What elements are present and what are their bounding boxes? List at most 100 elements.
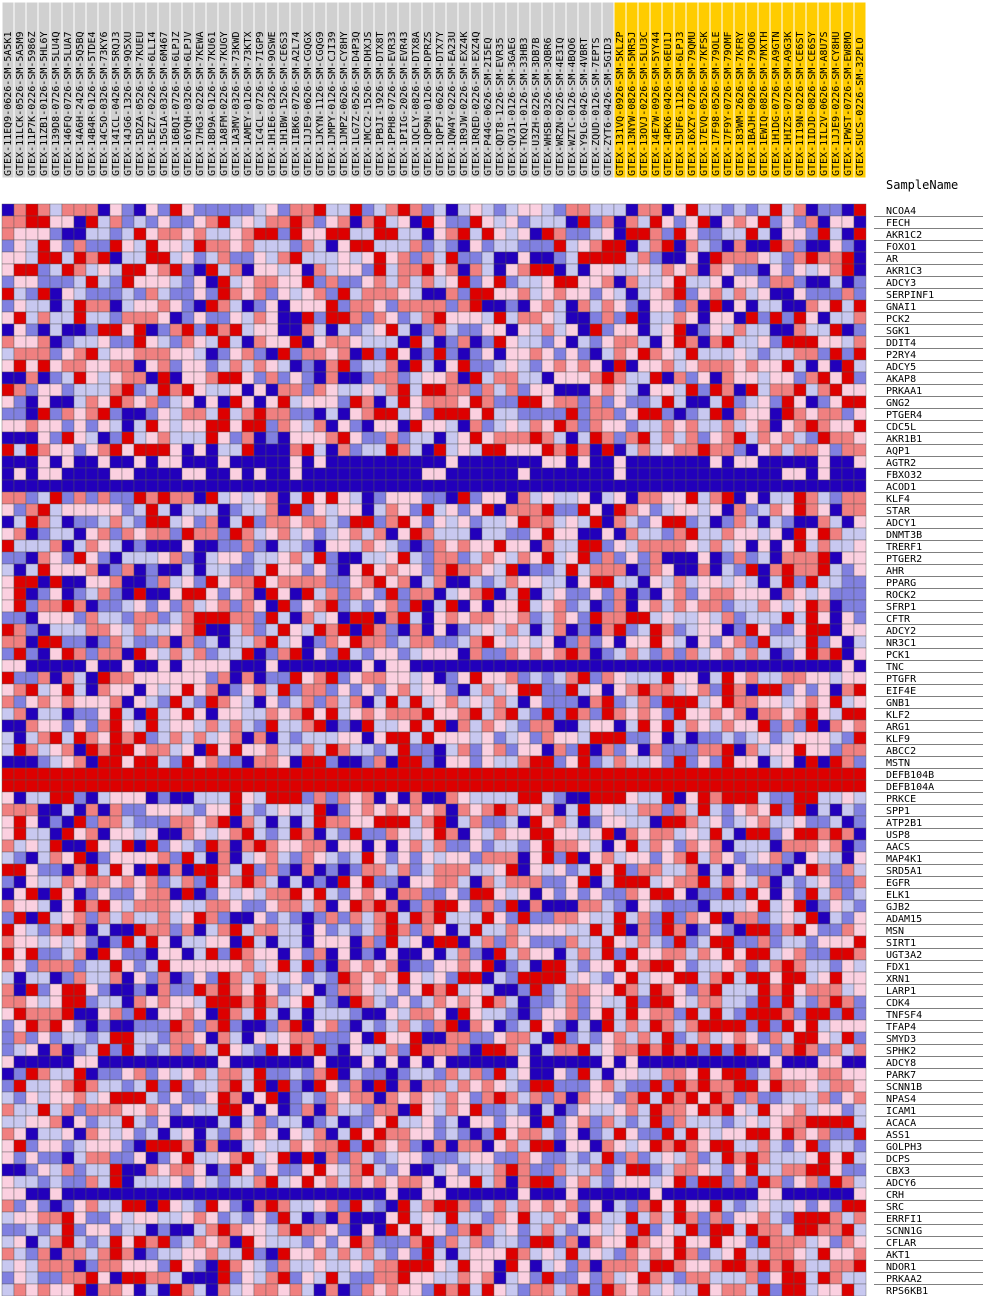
heatmap-cell [433,335,447,349]
heatmap-cell [169,779,183,793]
heatmap-cell [445,875,459,889]
heatmap-cell [73,803,87,817]
heatmap-cell [841,851,855,865]
heatmap-cell [265,719,279,733]
heatmap-cell [565,395,579,409]
heatmap-cell [613,863,627,877]
heatmap-cell [685,959,699,973]
heatmap-cell [445,899,459,913]
heatmap-cell [145,611,159,625]
heatmap-cell [325,863,339,877]
heatmap-cell [1,971,15,985]
heatmap-cell [457,947,471,961]
heatmap-cell [769,827,783,841]
heatmap-cell [397,983,411,997]
heatmap-cell [409,407,423,421]
heatmap-cell [433,491,447,505]
heatmap-cell [625,755,639,769]
heatmap-cell [661,947,675,961]
heatmap-cell [157,215,171,229]
heatmap-cell [325,635,339,649]
heatmap-cell [553,971,567,985]
heatmap-cell [457,263,471,277]
heatmap-cell [301,863,315,877]
heatmap-cell [589,623,603,637]
heatmap-cell [433,455,447,469]
heatmap-cell [49,599,63,613]
heatmap-cell [349,827,363,841]
heatmap-cell [289,959,303,973]
heatmap-cell [97,227,111,241]
heatmap-cell [649,899,663,913]
heatmap-cell [397,887,411,901]
heatmap-cell [409,287,423,301]
heatmap-cell [433,611,447,625]
heatmap-cell [721,911,735,925]
heatmap-cell [277,479,291,493]
heatmap-cell [565,695,579,709]
heatmap-cell [133,935,147,949]
heatmap-cell [349,239,363,253]
heatmap-cell [73,683,87,697]
heatmap-cell [217,587,231,601]
heatmap-cell [433,515,447,529]
heatmap-cell [157,383,171,397]
heatmap-cell [697,623,711,637]
heatmap-cell [205,887,219,901]
heatmap-cell [853,527,867,541]
heatmap-cell [49,215,63,229]
heatmap-cell [349,767,363,781]
heatmap-cell [169,1007,183,1021]
heatmap-cell [61,875,75,889]
heatmap-cell [301,599,315,613]
heatmap-cell [313,671,327,685]
heatmap-cell [325,839,339,853]
heatmap-cell [721,827,735,841]
heatmap-cell [601,839,615,853]
heatmap-cell [289,299,303,313]
heatmap-cell [361,863,375,877]
heatmap-cell [373,323,387,337]
heatmap-cell [325,503,339,517]
heatmap-cell [337,707,351,721]
heatmap-cell [613,299,627,313]
heatmap-cell [397,611,411,625]
heatmap-cell [1,395,15,409]
heatmap-cell [121,575,135,589]
heatmap-cell [433,935,447,949]
heatmap-cell [589,647,603,661]
heatmap-cell [805,323,819,337]
heatmap-cell [13,395,27,409]
heatmap-cell [301,719,315,733]
heatmap-cell [1,767,15,781]
heatmap-cell [277,935,291,949]
heatmap-cell [817,395,831,409]
heatmap-cell [661,299,675,313]
heatmap-cell [805,551,819,565]
heatmap-cell [781,611,795,625]
heatmap-cell [793,647,807,661]
heatmap-cell [613,779,627,793]
heatmap-cell [217,827,231,841]
heatmap-cell [805,851,819,865]
heatmap-cell [637,599,651,613]
heatmap-cell [829,587,843,601]
heatmap-cell [73,1007,87,1021]
heatmap-cell [289,491,303,505]
heatmap-cell [433,839,447,853]
heatmap-cell [217,395,231,409]
sample-label: GTEX-ZYT6-0426-SM-5GID3 [603,38,614,176]
heatmap-cell [121,659,135,673]
sample-label: GTEX-1A3MV-0326-SM-73KWD [231,32,242,177]
heatmap-cell [409,971,423,985]
heatmap-cell [445,923,459,937]
heatmap-cell [253,263,267,277]
heatmap-cell [517,923,531,937]
heatmap-cell [805,527,819,541]
heatmap-cell [457,587,471,601]
heatmap-cell [361,503,375,517]
heatmap-cell [313,755,327,769]
heatmap-cell [541,443,555,457]
heatmap-cell [121,407,135,421]
heatmap-cell [193,875,207,889]
